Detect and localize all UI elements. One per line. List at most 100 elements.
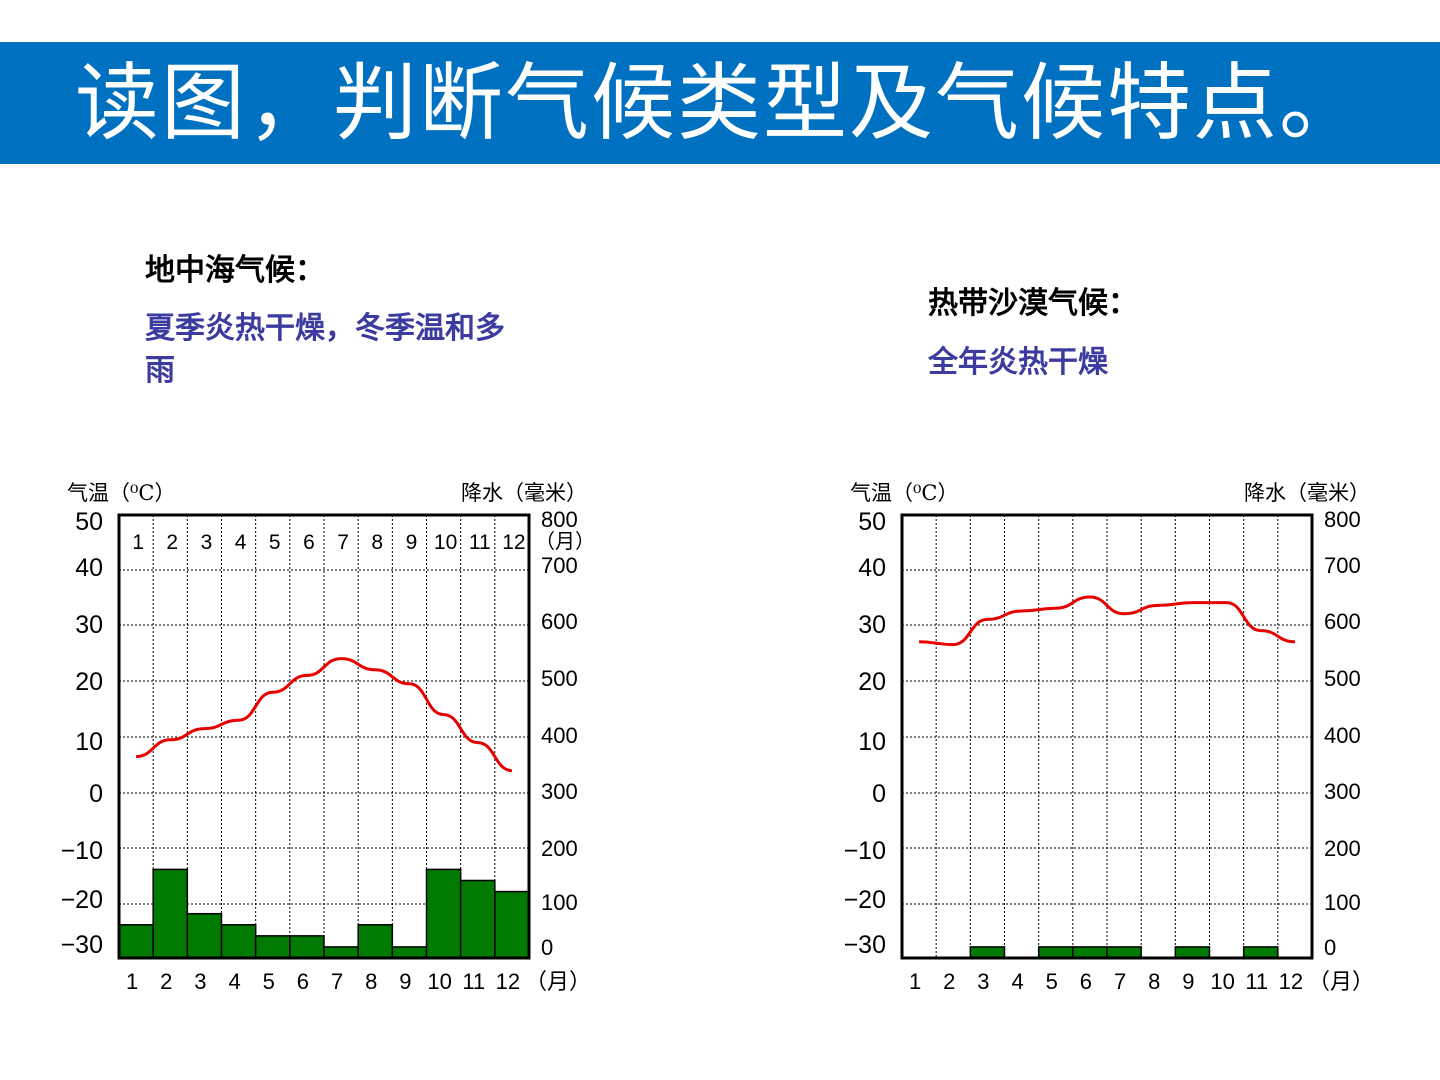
chart-frame: [900, 513, 1314, 960]
month-label: 5: [263, 969, 275, 994]
precipitation-tick-label: 800: [1324, 507, 1361, 532]
precipitation-bar: [1072, 946, 1108, 959]
month-label: 1: [909, 969, 921, 994]
month-label: 3: [977, 969, 989, 994]
top-month-label: 5: [269, 531, 281, 554]
precipitation-bar: [425, 868, 462, 959]
month-label: 3: [194, 969, 206, 994]
temperature-tick-label: −30: [844, 931, 886, 959]
month-label: 12: [1279, 969, 1303, 994]
temperature-tick-label: 20: [858, 668, 886, 696]
temperature-tick-label: −30: [61, 931, 103, 959]
top-month-unit-label: （月）: [535, 529, 595, 553]
temperature-tick-label: 10: [858, 728, 886, 756]
month-label: 8: [365, 969, 377, 994]
precipitation-tick-label: 100: [541, 890, 578, 915]
temperature-axis-title: 气温（⁰C）: [850, 481, 959, 505]
precipitation-bar: [969, 946, 1006, 959]
month-label: 1: [126, 969, 138, 994]
precipitation-tick-label: 100: [1324, 890, 1361, 915]
temperature-tick-label: 20: [75, 668, 103, 696]
top-month-label: 11: [469, 531, 491, 554]
temperature-axis-title: 气温（⁰C）: [67, 481, 176, 505]
month-label: 12: [496, 969, 520, 994]
precipitation-tick-label: 400: [541, 723, 578, 748]
month-label: 11: [1245, 969, 1268, 994]
month-label: 9: [1182, 969, 1194, 994]
right-climate-description: 全年炎热干燥: [928, 345, 1108, 380]
top-month-label: 1: [132, 531, 144, 554]
top-month-label: 4: [235, 531, 247, 554]
left-climate-name: 地中海气候：: [145, 253, 325, 288]
temperature-tick-label: 0: [89, 780, 103, 808]
top-month-label: 3: [201, 531, 213, 554]
top-month-label: 6: [303, 531, 315, 554]
month-label: 8: [1148, 969, 1160, 994]
title-banner: 读图，判断气候类型及气候特点。: [0, 42, 1440, 164]
precipitation-tick-label: 200: [541, 836, 578, 861]
top-month-label: 9: [406, 531, 418, 554]
precipitation-axis-title: 降水（毫米）: [461, 481, 587, 505]
temperature-tick-label: 10: [75, 728, 103, 756]
mediterranean-climate-chart: 气温（⁰C） 降水（毫米）50403020100−10−20−3080070060…: [61, 481, 595, 995]
right-climate-name: 热带沙漠气候：: [928, 286, 1138, 321]
temperature-line: [919, 595, 1295, 647]
precipitation-tick-label: 600: [541, 609, 578, 634]
month-unit-label: （月）: [1308, 970, 1374, 995]
month-label: 6: [297, 969, 309, 994]
month-label: 2: [943, 969, 955, 994]
precipitation-bar: [494, 890, 530, 959]
month-label: 6: [1080, 969, 1092, 994]
top-month-label: 8: [371, 531, 383, 554]
month-unit-label: （月）: [525, 970, 591, 995]
temperature-tick-label: −10: [844, 837, 886, 865]
precipitation-bar: [1174, 946, 1211, 959]
month-label: 11: [462, 969, 485, 994]
temperature-tick-label: −20: [61, 886, 103, 914]
precipitation-tick-label: 400: [1324, 723, 1361, 748]
month-label: 2: [160, 969, 172, 994]
temperature-tick-label: 50: [858, 508, 886, 536]
precipitation-bar: [1106, 946, 1142, 959]
page-title: 读图，判断气候类型及气候特点。: [74, 54, 1365, 152]
month-label: 5: [1046, 969, 1058, 994]
precipitation-tick-label: 800: [541, 507, 578, 532]
left-climate-description: 夏季炎热干燥，冬季温和多雨: [145, 311, 505, 388]
month-label: 7: [331, 969, 343, 994]
precipitation-tick-label: 700: [1324, 553, 1361, 578]
precipitation-tick-label: 300: [541, 779, 578, 804]
temperature-tick-label: 30: [75, 611, 103, 639]
top-month-label: 10: [434, 531, 457, 554]
precipitation-tick-label: 300: [1324, 779, 1361, 804]
temperature-tick-label: 30: [858, 611, 886, 639]
precipitation-tick-label: 0: [541, 935, 553, 960]
temperature-tick-label: 40: [858, 554, 886, 582]
temperature-tick-label: −20: [844, 886, 886, 914]
month-label: 10: [1210, 969, 1234, 994]
temperature-tick-label: 0: [872, 780, 886, 808]
precipitation-tick-label: 700: [541, 553, 578, 578]
temperature-tick-label: 40: [75, 554, 103, 582]
precipitation-tick-label: 0: [1324, 935, 1336, 960]
temperature-tick-label: −10: [61, 837, 103, 865]
month-label: 9: [399, 969, 411, 994]
top-month-label: 7: [337, 531, 349, 554]
temperature-line: [135, 657, 513, 773]
temperature-tick-label: 50: [75, 508, 103, 536]
precipitation-bar: [1037, 946, 1074, 959]
precipitation-tick-label: 600: [1324, 609, 1361, 634]
chart-frame: [117, 513, 531, 960]
month-label: 4: [1011, 969, 1023, 994]
top-month-label: 12: [502, 531, 525, 554]
month-label: 7: [1114, 969, 1126, 994]
precipitation-bar: [1242, 946, 1279, 959]
precipitation-tick-label: 500: [541, 666, 578, 691]
month-label: 4: [228, 969, 240, 994]
precipitation-axis-title: 降水（毫米）: [1244, 481, 1370, 505]
precipitation-bar: [186, 912, 223, 959]
precipitation-tick-label: 200: [1324, 836, 1361, 861]
precipitation-tick-label: 500: [1324, 666, 1361, 691]
month-label: 10: [427, 969, 451, 994]
top-month-label: 2: [166, 531, 178, 554]
